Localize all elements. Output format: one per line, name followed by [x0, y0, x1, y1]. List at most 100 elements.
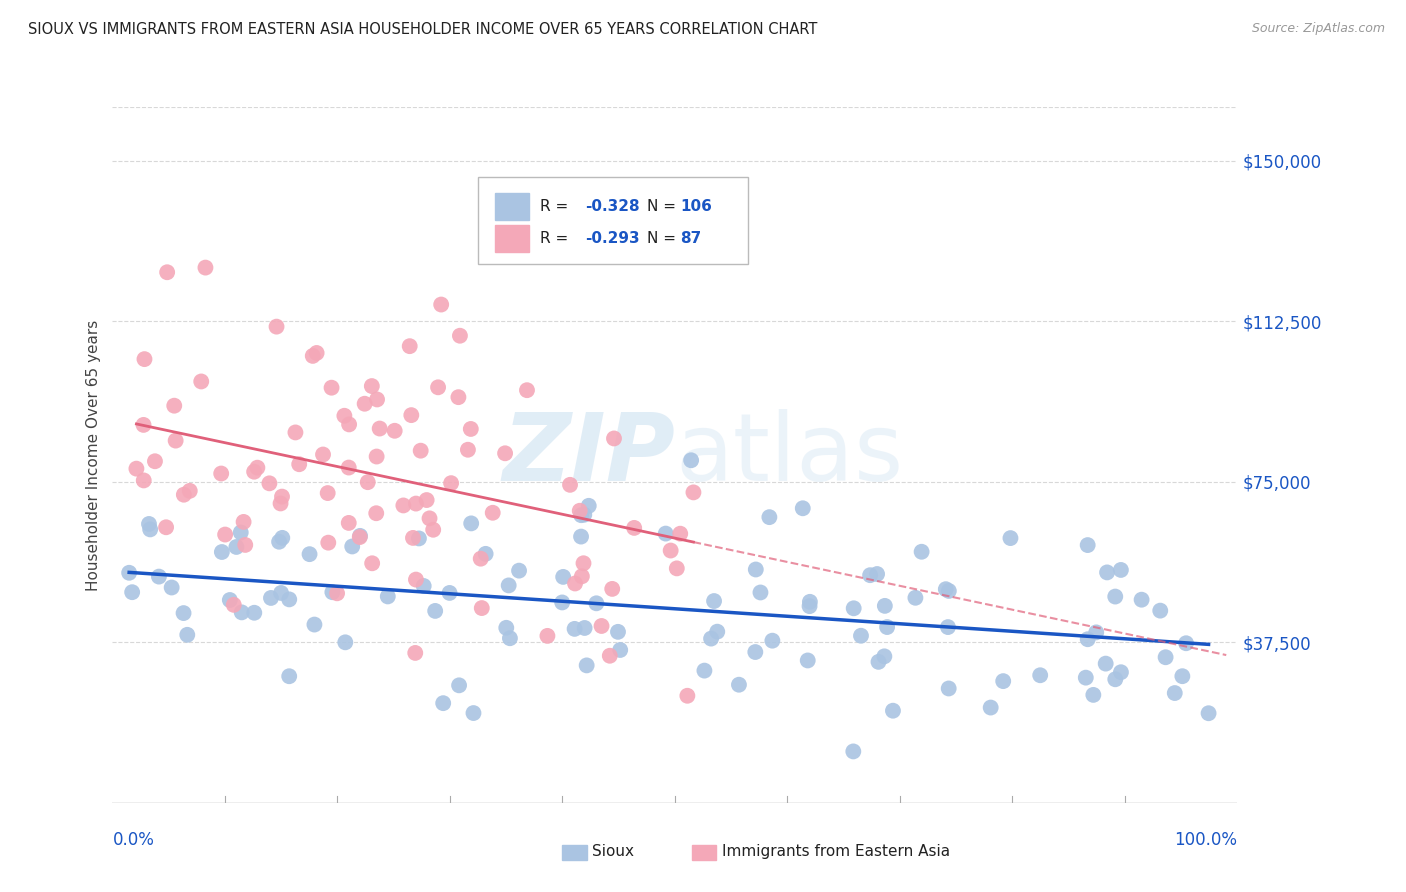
- Point: [316, 535, 339, 549]
- Point: [1077, 538, 1099, 552]
- Point: [457, 442, 479, 457]
- Point: [246, 460, 269, 475]
- Point: [623, 521, 645, 535]
- Point: [143, 454, 166, 468]
- Point: [440, 476, 463, 491]
- Point: [425, 604, 447, 618]
- Point: [578, 499, 600, 513]
- Point: [585, 596, 607, 610]
- Point: [211, 545, 233, 559]
- Point: [439, 586, 461, 600]
- Point: [495, 621, 517, 635]
- Point: [326, 586, 349, 600]
- Point: [1000, 531, 1022, 545]
- Bar: [692, 845, 717, 860]
- Point: [669, 526, 692, 541]
- Point: [470, 551, 492, 566]
- Point: [882, 704, 904, 718]
- Point: [1175, 636, 1198, 650]
- Point: [118, 566, 141, 580]
- Text: Immigrants from Eastern Asia: Immigrants from Eastern Asia: [723, 844, 950, 859]
- Point: [728, 678, 751, 692]
- Point: [132, 474, 155, 488]
- Point: [859, 568, 882, 582]
- Point: [366, 450, 388, 464]
- Point: [271, 531, 294, 545]
- Point: [194, 260, 217, 275]
- Point: [1083, 688, 1105, 702]
- Point: [432, 696, 454, 710]
- Point: [1094, 657, 1116, 671]
- Point: [366, 506, 388, 520]
- Point: [278, 669, 301, 683]
- Point: [321, 585, 343, 599]
- Point: [214, 527, 236, 541]
- FancyBboxPatch shape: [478, 177, 748, 264]
- Point: [139, 522, 162, 536]
- Point: [384, 424, 406, 438]
- Point: [873, 649, 896, 664]
- Point: [121, 585, 143, 599]
- Text: R =: R =: [540, 231, 574, 246]
- Text: 0.0%: 0.0%: [112, 830, 155, 848]
- Point: [337, 460, 360, 475]
- Point: [243, 465, 266, 479]
- Point: [156, 265, 179, 279]
- Point: [243, 606, 266, 620]
- Point: [259, 476, 281, 491]
- Point: [842, 744, 865, 758]
- Point: [460, 422, 482, 436]
- Point: [368, 421, 391, 435]
- Point: [337, 417, 360, 432]
- Point: [179, 483, 201, 498]
- Point: [761, 633, 783, 648]
- Point: [910, 545, 932, 559]
- Point: [499, 632, 522, 646]
- Point: [474, 547, 496, 561]
- Point: [427, 380, 450, 394]
- Point: [190, 375, 212, 389]
- Point: [744, 645, 766, 659]
- Point: [600, 582, 623, 596]
- Point: [1077, 632, 1099, 647]
- Point: [599, 648, 621, 663]
- Point: [607, 624, 630, 639]
- Point: [447, 390, 470, 404]
- Point: [703, 594, 725, 608]
- Point: [460, 516, 482, 531]
- Point: [591, 619, 613, 633]
- Y-axis label: Householder Income Over 65 years: Householder Income Over 65 years: [86, 319, 101, 591]
- Point: [571, 569, 593, 583]
- Point: [1029, 668, 1052, 682]
- Text: 87: 87: [681, 231, 702, 246]
- Point: [676, 689, 699, 703]
- Point: [337, 516, 360, 530]
- Point: [415, 493, 437, 508]
- Point: [449, 678, 471, 692]
- Point: [163, 399, 186, 413]
- Point: [1085, 625, 1108, 640]
- Point: [335, 635, 357, 649]
- Point: [412, 579, 434, 593]
- Point: [301, 349, 323, 363]
- Point: [398, 339, 420, 353]
- Point: [218, 593, 240, 607]
- Point: [569, 530, 592, 544]
- Point: [849, 629, 872, 643]
- Point: [349, 529, 371, 543]
- Point: [558, 478, 581, 492]
- Point: [938, 583, 960, 598]
- Point: [665, 561, 688, 575]
- Point: [316, 486, 339, 500]
- Point: [575, 658, 598, 673]
- Point: [284, 425, 307, 440]
- Point: [935, 582, 957, 597]
- Point: [269, 534, 291, 549]
- Text: N =: N =: [647, 231, 676, 246]
- Point: [568, 504, 591, 518]
- Point: [494, 446, 516, 460]
- Point: [1130, 592, 1153, 607]
- Point: [266, 319, 288, 334]
- Point: [305, 346, 328, 360]
- Point: [551, 595, 574, 609]
